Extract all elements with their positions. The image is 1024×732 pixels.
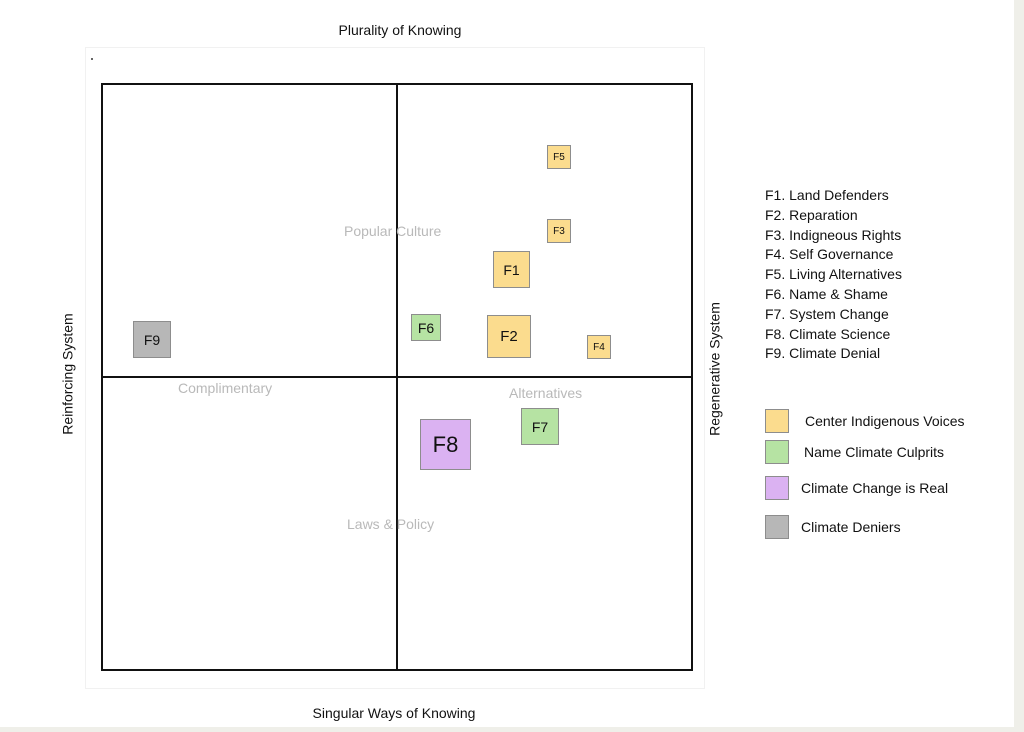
- node-f2[interactable]: F2: [487, 315, 531, 358]
- swatch-gray: [765, 515, 789, 539]
- region-complimentary: Complimentary: [178, 380, 273, 396]
- color-legend-label: Name Climate Culprits: [804, 444, 945, 460]
- color-legend-label: Climate Deniers: [801, 519, 901, 535]
- axis-bottom-label: Singular Ways of Knowing: [312, 705, 476, 721]
- legend-item-f7: F7. System Change: [765, 305, 889, 322]
- horizontal-divider: [101, 376, 693, 378]
- legend-item-f5: F5. Living Alternatives: [765, 266, 902, 283]
- legend-item-f8: F8. Climate Science: [765, 325, 891, 342]
- legend-item-f1: F1. Land Defenders: [765, 187, 889, 203]
- legend-item-f9: F9. Climate Denial: [765, 345, 881, 362]
- legend-item-f6: F6. Name & Shame: [765, 285, 888, 302]
- node-f7[interactable]: F7: [521, 408, 559, 445]
- legend-item-f4: F4. Self Governance: [765, 246, 894, 263]
- swatch-green: [765, 440, 789, 464]
- swatch-purple: [765, 476, 789, 500]
- color-legend-label: Center Indigenous Voices: [805, 413, 965, 429]
- legend-item-f3: F3. Indigneous Rights: [765, 226, 902, 243]
- legend-item-f2: F2. Reparation: [765, 206, 858, 223]
- region-alternatives: Alternatives: [509, 385, 583, 401]
- region-laws-policy: Laws & Policy: [347, 516, 435, 532]
- axis-top-label: Plurality of Knowing: [338, 22, 462, 38]
- node-f1[interactable]: F1: [493, 251, 530, 288]
- node-f8[interactable]: F8: [420, 419, 471, 470]
- node-f5[interactable]: F5: [547, 145, 571, 169]
- node-f6[interactable]: F6: [411, 314, 441, 341]
- node-f3[interactable]: F3: [547, 219, 571, 243]
- node-legend: F1. Land Defenders F2. Reparation F3. In…: [765, 186, 902, 364]
- swatch-yellow: [765, 409, 789, 433]
- axis-left-label: Reinforcing System: [59, 313, 76, 435]
- diagram-canvas: [85, 47, 705, 689]
- stray-dot: [91, 58, 93, 60]
- node-f9[interactable]: F9: [133, 321, 171, 358]
- color-legend-label: Climate Change is Real: [801, 480, 949, 496]
- axis-right-label: Regenerative System: [706, 302, 723, 436]
- node-f4[interactable]: F4: [587, 335, 611, 359]
- region-popular-culture: Popular Culture: [344, 223, 442, 239]
